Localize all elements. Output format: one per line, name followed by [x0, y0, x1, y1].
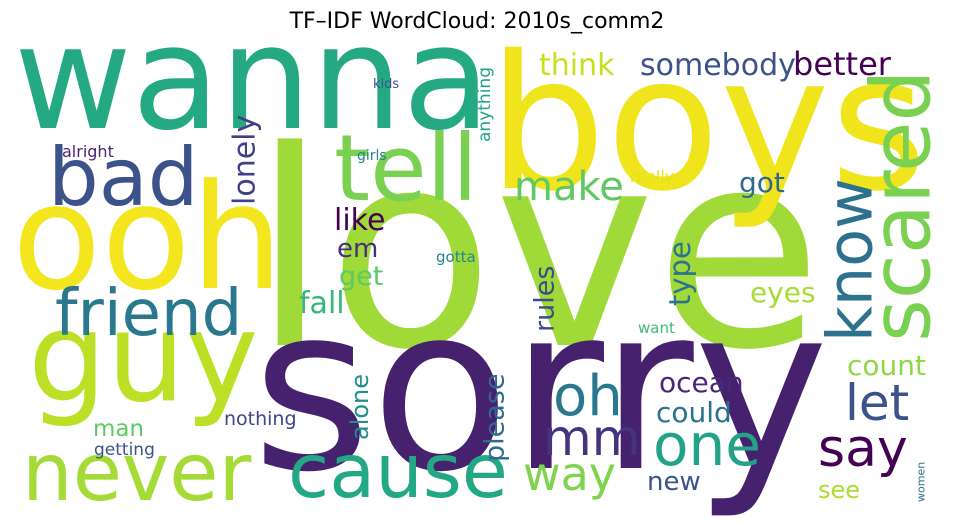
word: got: [739, 166, 785, 199]
word: ocean: [659, 366, 744, 399]
word: wanna: [14, 0, 491, 162]
word: love: [252, 94, 822, 410]
word: oh: [553, 364, 623, 429]
word: fall: [299, 286, 345, 321]
word: somebody: [640, 48, 796, 83]
word: like: [334, 203, 385, 238]
word: anything: [475, 67, 495, 142]
word: see: [818, 476, 860, 504]
word: tell: [334, 115, 478, 222]
word: type: [663, 241, 697, 306]
word: friend: [55, 277, 242, 351]
word: know: [814, 178, 887, 342]
word: rules: [530, 266, 561, 332]
word: could: [656, 396, 732, 429]
word: women: [915, 462, 928, 502]
word: sorry: [252, 256, 829, 522]
word: alone: [346, 374, 374, 440]
word: boys: [488, 15, 927, 232]
word: cause: [288, 427, 508, 515]
word: bad: [48, 131, 199, 224]
word: scared: [855, 70, 950, 342]
word: ooh: [12, 153, 283, 323]
word: really: [630, 167, 674, 186]
word: one: [653, 411, 761, 479]
word: man: [93, 416, 144, 442]
word: never: [22, 426, 251, 519]
word: girls: [357, 148, 387, 164]
word: gotta: [436, 248, 476, 266]
word: mm: [543, 409, 640, 467]
chart-title: TF–IDF WordCloud: 2010s_comm2: [289, 9, 665, 34]
word: guy: [28, 286, 259, 430]
word: let: [845, 374, 909, 432]
word: get: [339, 261, 383, 292]
word: count: [847, 349, 926, 382]
word: alright: [62, 142, 114, 161]
word: getting: [94, 440, 155, 460]
word: make: [514, 164, 624, 210]
word: kids: [373, 77, 399, 92]
word: way: [523, 447, 616, 501]
word: say: [818, 419, 908, 479]
word: please: [480, 374, 511, 462]
word: em: [337, 234, 378, 264]
word: lonely: [228, 115, 263, 205]
word: think: [539, 48, 615, 83]
word: eyes: [750, 276, 816, 309]
word: new: [647, 467, 701, 497]
word: want: [638, 319, 675, 337]
word: nothing: [224, 408, 297, 430]
word: better: [793, 45, 892, 83]
